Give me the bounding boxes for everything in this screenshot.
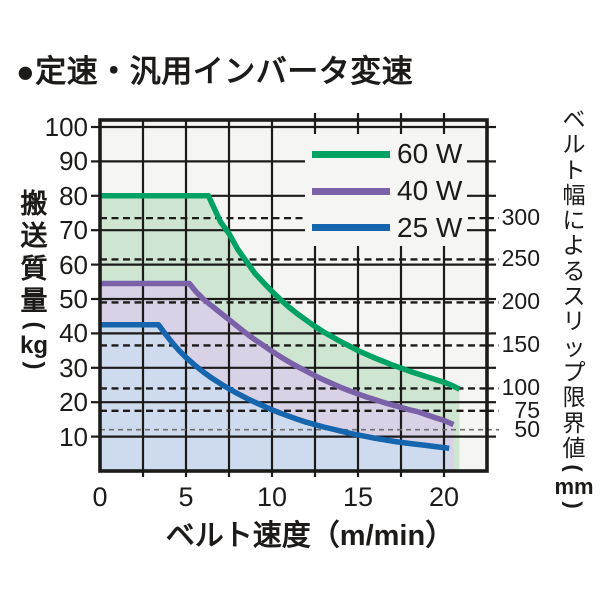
legend-swatch-40W	[312, 187, 390, 195]
y-axis-tick-label: 40	[59, 318, 88, 349]
y-axis-tick-label: 20	[59, 387, 88, 418]
y-axis-tick-label: 100	[44, 112, 88, 142]
y-axis-tick-label: 90	[59, 146, 88, 177]
legend-item: 25 W	[305, 209, 467, 246]
right-axis-tick-label: 300	[501, 204, 540, 231]
legend-label: 40 W	[397, 175, 463, 206]
y-axis-tick-label: 50	[59, 284, 88, 314]
legend-item: 40 W	[305, 173, 467, 210]
x-axis-title: ベルト速度（m/min）	[165, 520, 455, 552]
axis-title-char: 限	[562, 384, 586, 411]
unit-open-paren: (	[561, 464, 587, 472]
legend-label: 25 W	[397, 211, 463, 243]
unit-open-paren: (	[21, 321, 49, 330]
page-title: ●定速・汎用インバータ変速	[16, 54, 414, 89]
axis-title-char: ル	[562, 131, 586, 158]
legend-swatch-25W	[312, 224, 390, 232]
legend-label: 60 W	[397, 138, 463, 170]
axis-title-char: 界	[562, 409, 586, 436]
axis-title-char: よ	[562, 232, 586, 259]
x-axis-tick-label: 5	[178, 482, 194, 512]
series-line-40W	[100, 280, 455, 428]
y-axis-tick-label: 10	[59, 421, 88, 452]
axis-title-char: 値	[562, 434, 586, 461]
right-axis-tick-label: 50	[514, 415, 540, 442]
series-line-25W	[100, 322, 450, 452]
unit-text: mm	[554, 474, 594, 500]
right-axis-tick-label: 250	[501, 245, 540, 272]
unit-close-paren: )	[561, 501, 587, 509]
axis-title-char: プ	[562, 358, 586, 385]
axis-title-char: 量	[20, 286, 48, 317]
axis-title-char: 送	[20, 221, 48, 252]
axis-title-char: ス	[562, 283, 586, 310]
x-axis-tick-label: 10	[256, 482, 288, 512]
x-axis-tick-label: 20	[428, 482, 460, 512]
y-axis-tick-label: 30	[59, 352, 88, 383]
axis-title-char: 質	[20, 253, 48, 284]
right-axis-tick-label: 150	[501, 331, 540, 358]
series-line-60W	[100, 193, 461, 392]
legend-item: 60 W	[305, 136, 467, 173]
legend: 60 W 40 W 25 W	[305, 134, 467, 246]
legend-swatch-60W	[312, 150, 390, 158]
unit-text: kg	[19, 331, 48, 359]
axis-title-char: リ	[562, 308, 586, 335]
right-axis-title: ベルト幅によるスリップ限界値 ( mm)	[554, 106, 594, 512]
right-axis-tick-label: 100	[501, 374, 540, 401]
y-axis-tick-label: 70	[59, 215, 88, 246]
x-axis-tick-label: 15	[342, 482, 374, 512]
axis-title-char: ベ	[562, 106, 586, 132]
axis-title-char: 搬	[20, 189, 48, 219]
axis-title-char: 幅	[562, 181, 586, 208]
y-axis-tick-label: 60	[59, 249, 88, 280]
axis-title-char: に	[562, 207, 586, 234]
axis-title-char: る	[562, 257, 586, 284]
right-axis-tick-label: 75	[514, 396, 540, 423]
y-axis-title: 搬送質量 (kg)	[13, 188, 55, 373]
x-axis-tick-label: 0	[92, 482, 108, 512]
axis-title-char: ト	[562, 156, 586, 183]
y-axis-tick-label: 80	[59, 180, 88, 211]
unit-close-paren: )	[21, 361, 49, 370]
right-axis-tick-label: 200	[501, 288, 540, 315]
axis-title-char: ッ	[562, 333, 586, 360]
plot-border	[98, 118, 489, 473]
